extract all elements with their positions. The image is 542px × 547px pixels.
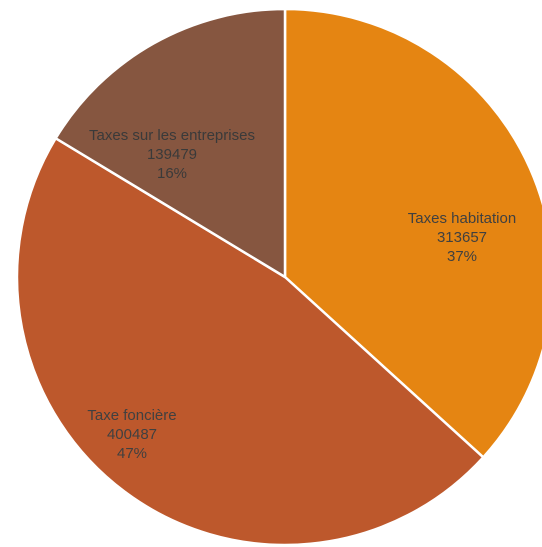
slice-taxe-fonciere — [15, 136, 486, 547]
category-label: Taxe foncière — [87, 407, 176, 424]
percent-label: 37% — [447, 248, 477, 265]
category-label: Taxes sur les entreprises — [89, 127, 255, 144]
slice-taxes-entreprises — [53, 7, 287, 280]
data-label-taxe-fonciere: Taxe foncière 400487 47% — [87, 407, 176, 462]
value-label: 400487 — [107, 426, 157, 443]
pie-data-labels: Taxes habitation 313657 37% Taxe foncière 40… — [87, 127, 516, 462]
data-label-taxes-habitation: Taxes habitation 313657 37% — [408, 210, 516, 265]
pie-slices — [15, 7, 542, 547]
percent-label: 16% — [157, 165, 187, 182]
category-label: Taxes habitation — [408, 210, 516, 227]
slice-taxes-habitation — [283, 7, 542, 460]
value-label: 313657 — [437, 229, 487, 246]
percent-label: 47% — [117, 445, 147, 462]
value-label: 139479 — [147, 146, 197, 163]
data-label-taxes-entreprises: Taxes sur les entreprises 139479 16% — [89, 127, 255, 182]
